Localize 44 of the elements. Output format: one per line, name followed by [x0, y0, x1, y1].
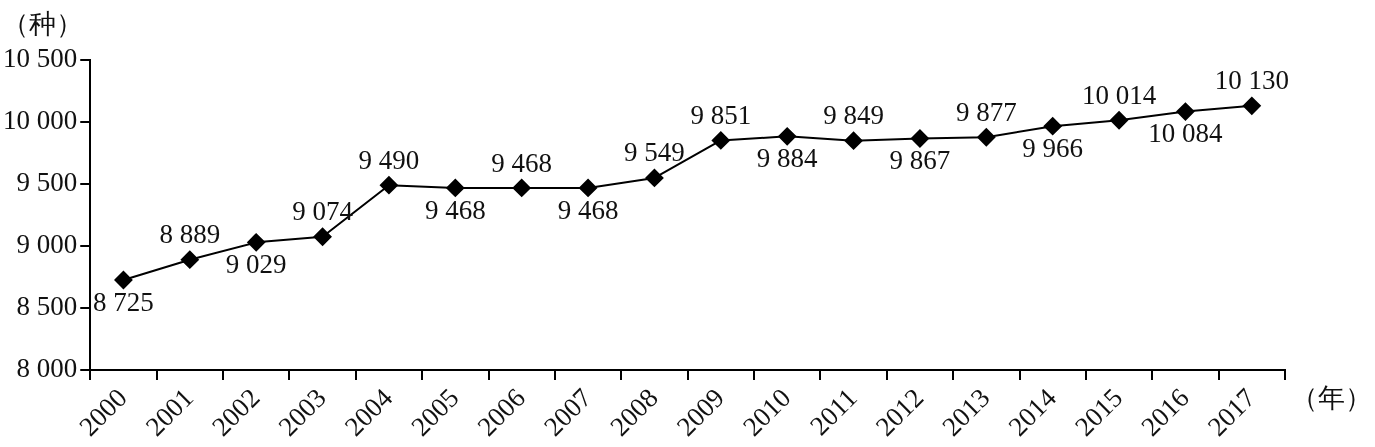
x-axis-title: （年）	[1291, 383, 1372, 413]
data-label: 9 029	[225, 248, 287, 279]
data-label: 9 468	[491, 147, 553, 178]
data-label: 9 468	[424, 194, 486, 225]
point	[1242, 96, 1261, 115]
data-label: 9 074	[292, 196, 354, 227]
point	[247, 233, 266, 252]
data-label: 9 884	[756, 142, 819, 173]
data-label: 10 084	[1148, 118, 1224, 149]
data-label: 9 966	[1022, 132, 1084, 163]
point	[180, 250, 199, 269]
point	[1110, 111, 1129, 130]
point	[844, 131, 863, 150]
data-label: 10 014	[1081, 79, 1157, 110]
point	[910, 129, 929, 148]
point	[1176, 102, 1195, 121]
y-tick-label: 10 000	[3, 105, 78, 136]
data-label: 8 725	[93, 286, 154, 317]
point	[778, 127, 797, 146]
data-label: 9 549	[624, 137, 685, 168]
data-label: 9 877	[955, 96, 1017, 127]
data-label: 9 851	[690, 100, 752, 131]
data-label: 8 889	[159, 219, 221, 250]
point	[512, 178, 531, 197]
data-label: 9 490	[358, 144, 420, 175]
y-axis-title: （种）	[2, 9, 83, 40]
point	[977, 128, 996, 147]
data-label: 9 867	[889, 145, 951, 176]
y-tick-label: 8 000	[16, 353, 78, 383]
y-tick-label: 10 500	[3, 43, 78, 74]
point	[379, 176, 398, 195]
y-tick-label: 9 000	[16, 229, 78, 260]
point	[645, 168, 664, 187]
point	[114, 271, 133, 290]
point	[446, 178, 465, 197]
data-label: 9 468	[557, 194, 619, 225]
y-tick-label: 8 500	[16, 291, 78, 322]
data-label: 10 130	[1214, 65, 1289, 96]
point	[313, 227, 332, 246]
point	[579, 178, 598, 197]
data-label: 9 849	[823, 100, 884, 131]
point	[711, 131, 730, 150]
point	[1043, 117, 1062, 136]
y-tick-label: 9 500	[16, 167, 78, 198]
